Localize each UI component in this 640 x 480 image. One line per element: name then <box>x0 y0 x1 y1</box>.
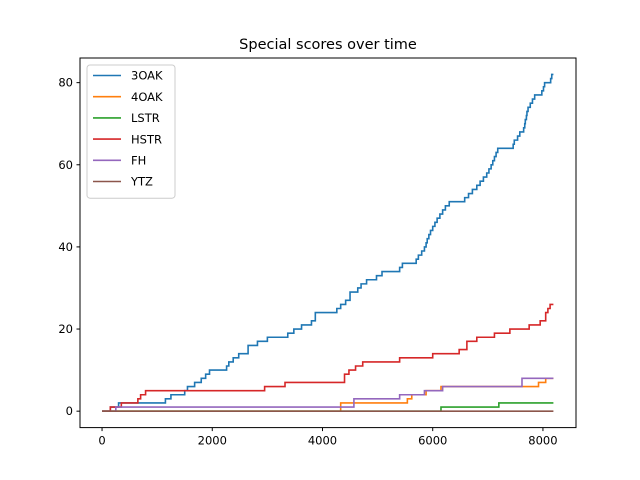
legend-label-hstr: HSTR <box>131 132 162 146</box>
series-line-fh <box>102 377 554 412</box>
legend-label-ytz: YTZ <box>130 175 153 189</box>
legend-label-3oak: 3OAK <box>131 69 163 83</box>
x-tick-label: 4000 <box>308 434 337 448</box>
y-tick-label: 0 <box>66 404 73 418</box>
legend-label-4oak: 4OAK <box>131 90 163 104</box>
x-tick-label: 6000 <box>418 434 447 448</box>
y-tick-label: 20 <box>58 322 73 336</box>
axes-frame <box>79 57 577 429</box>
x-tick-label: 8000 <box>528 434 557 448</box>
series-line-hstr <box>102 303 554 412</box>
legend-label-fh: FH <box>131 154 146 168</box>
y-tick-label: 40 <box>58 240 73 254</box>
legend-box <box>86 64 176 199</box>
legend: 3OAK 4OAK LSTR HSTR FH YTZ <box>86 64 176 199</box>
y-tick-label: 80 <box>58 76 73 90</box>
y-axis: 0 20 40 60 80 <box>58 76 80 418</box>
x-tick-label: 0 <box>98 434 105 448</box>
plot-area <box>102 73 554 412</box>
series-line-3oak <box>102 73 554 412</box>
series-line-4oak <box>102 377 554 412</box>
chart-title: Special scores over time <box>239 37 417 53</box>
legend-label-lstr: LSTR <box>131 111 160 125</box>
y-tick-label: 60 <box>58 158 73 172</box>
x-axis: 0 2000 4000 6000 8000 <box>98 427 558 448</box>
x-tick-label: 2000 <box>198 434 227 448</box>
